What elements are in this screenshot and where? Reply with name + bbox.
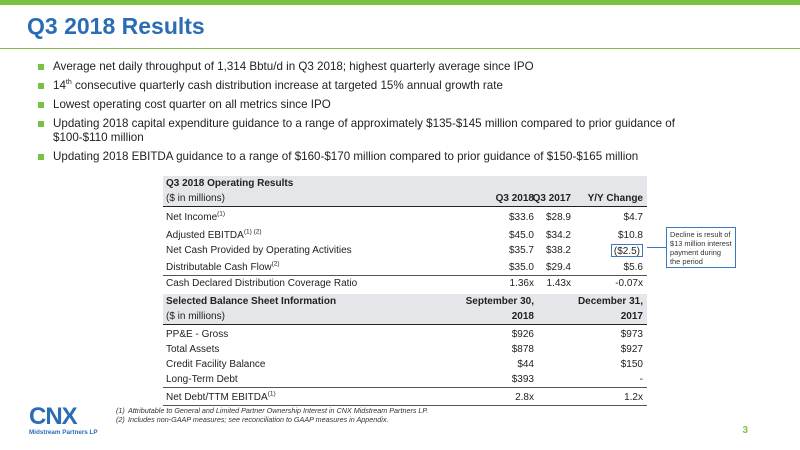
callout-connector xyxy=(647,247,666,248)
bullet-item: Lowest operating cost quarter on all met… xyxy=(38,98,728,112)
table-row: Credit Facility Balance $44 $150 xyxy=(166,359,643,370)
footnotes: (1) Attributable to General and Limited P… xyxy=(116,406,428,424)
bullet-item: Average net daily throughput of 1,314 Bb… xyxy=(38,60,728,74)
logo-subtitle: Midstream Partners LP xyxy=(29,429,98,436)
callout-note: Decline is result of $13 million interes… xyxy=(666,227,736,268)
company-logo: CNX Midstream Partners LP xyxy=(29,403,99,436)
bullet-item: Updating 2018 capital expenditure guidan… xyxy=(38,117,728,145)
column-header-dec-31: December 31, xyxy=(577,296,643,307)
footnote: (2) Includes non-GAAP measures; see recon… xyxy=(116,415,389,424)
table-row: Net Debt/TTM EBITDA(1) 2.8x 1.2x xyxy=(166,390,643,403)
operating-table-subtitle: ($ in millions) xyxy=(166,193,225,204)
balance-table-title: Selected Balance Sheet Information xyxy=(166,296,337,307)
table-rule xyxy=(163,324,647,325)
bullet-square-icon xyxy=(38,121,44,127)
table-row: Cash Declared Distribution Coverage Rati… xyxy=(166,278,643,289)
bullet-square-icon xyxy=(38,154,44,160)
column-header-q3-2017: Q3 2017 xyxy=(532,193,571,204)
operating-table-title: Q3 2018 Operating Results xyxy=(166,178,294,189)
bullet-list: Average net daily throughput of 1,314 Bb… xyxy=(38,60,728,169)
table-row: Adjusted EBITDA(1) (2) $45.0 $34.2 $10.8 xyxy=(166,228,643,241)
operating-table-header: Q3 2018 Operating Results ($ in millions… xyxy=(163,176,647,206)
top-accent-bar xyxy=(0,0,800,5)
table-rule xyxy=(163,405,647,406)
bullet-square-icon xyxy=(38,102,44,108)
balance-table-header: Selected Balance Sheet Information Septe… xyxy=(163,294,647,324)
column-header-sep-30: September 30, xyxy=(465,296,534,307)
highlighted-change-value: ($2.5) xyxy=(610,244,643,257)
balance-table-subtitle: ($ in millions) xyxy=(166,311,225,322)
logo-wordmark: CNX xyxy=(29,403,78,430)
table-row: Total Assets $878 $927 xyxy=(166,344,643,355)
column-header-q3-2018: Q3 2018 xyxy=(495,193,534,204)
table-row: Net Cash Provided by Operating Activitie… xyxy=(163,243,647,258)
table-row: Net Income(1) $33.6 $28.9 $4.7 xyxy=(166,210,643,223)
bullet-item: 14th consecutive quarterly cash distribu… xyxy=(38,79,728,93)
title-divider xyxy=(0,48,800,49)
table-row: Long-Term Debt $393 - xyxy=(166,374,643,385)
table-rule xyxy=(163,275,647,276)
column-header-yy-change: Y/Y Change xyxy=(587,193,643,204)
footnote: (1) Attributable to General and Limited P… xyxy=(116,406,429,415)
bullet-item: Updating 2018 EBITDA guidance to a range… xyxy=(38,150,728,164)
bullet-square-icon xyxy=(38,64,44,70)
bullet-square-icon xyxy=(38,83,44,89)
table-rule xyxy=(163,206,647,207)
table-rule xyxy=(163,387,647,388)
results-tables: Q3 2018 Operating Results ($ in millions… xyxy=(163,176,647,406)
table-row: PP&E - Gross $926 $973 xyxy=(166,329,643,340)
slide-title: Q3 2018 Results xyxy=(27,13,205,39)
page-number: 3 xyxy=(742,425,748,436)
table-row: Distributable Cash Flow(2) $35.0 $29.4 $… xyxy=(166,260,643,273)
